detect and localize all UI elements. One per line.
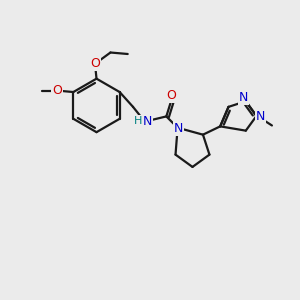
Text: O: O [90, 57, 100, 70]
Text: N: N [174, 122, 183, 135]
Text: N: N [239, 91, 248, 103]
Text: O: O [52, 84, 62, 97]
Text: N: N [142, 115, 152, 128]
Text: N: N [256, 110, 265, 123]
Text: O: O [167, 89, 177, 102]
Text: H: H [134, 116, 142, 126]
